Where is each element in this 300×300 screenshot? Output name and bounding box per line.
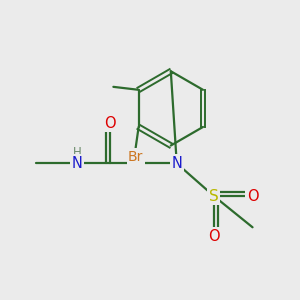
- Text: S: S: [209, 189, 219, 204]
- Text: Br: Br: [128, 150, 143, 164]
- Text: H: H: [73, 146, 82, 159]
- Text: O: O: [247, 189, 258, 204]
- Text: N: N: [72, 156, 83, 171]
- Text: O: O: [104, 116, 116, 131]
- Text: N: N: [171, 156, 182, 171]
- Text: O: O: [208, 229, 220, 244]
